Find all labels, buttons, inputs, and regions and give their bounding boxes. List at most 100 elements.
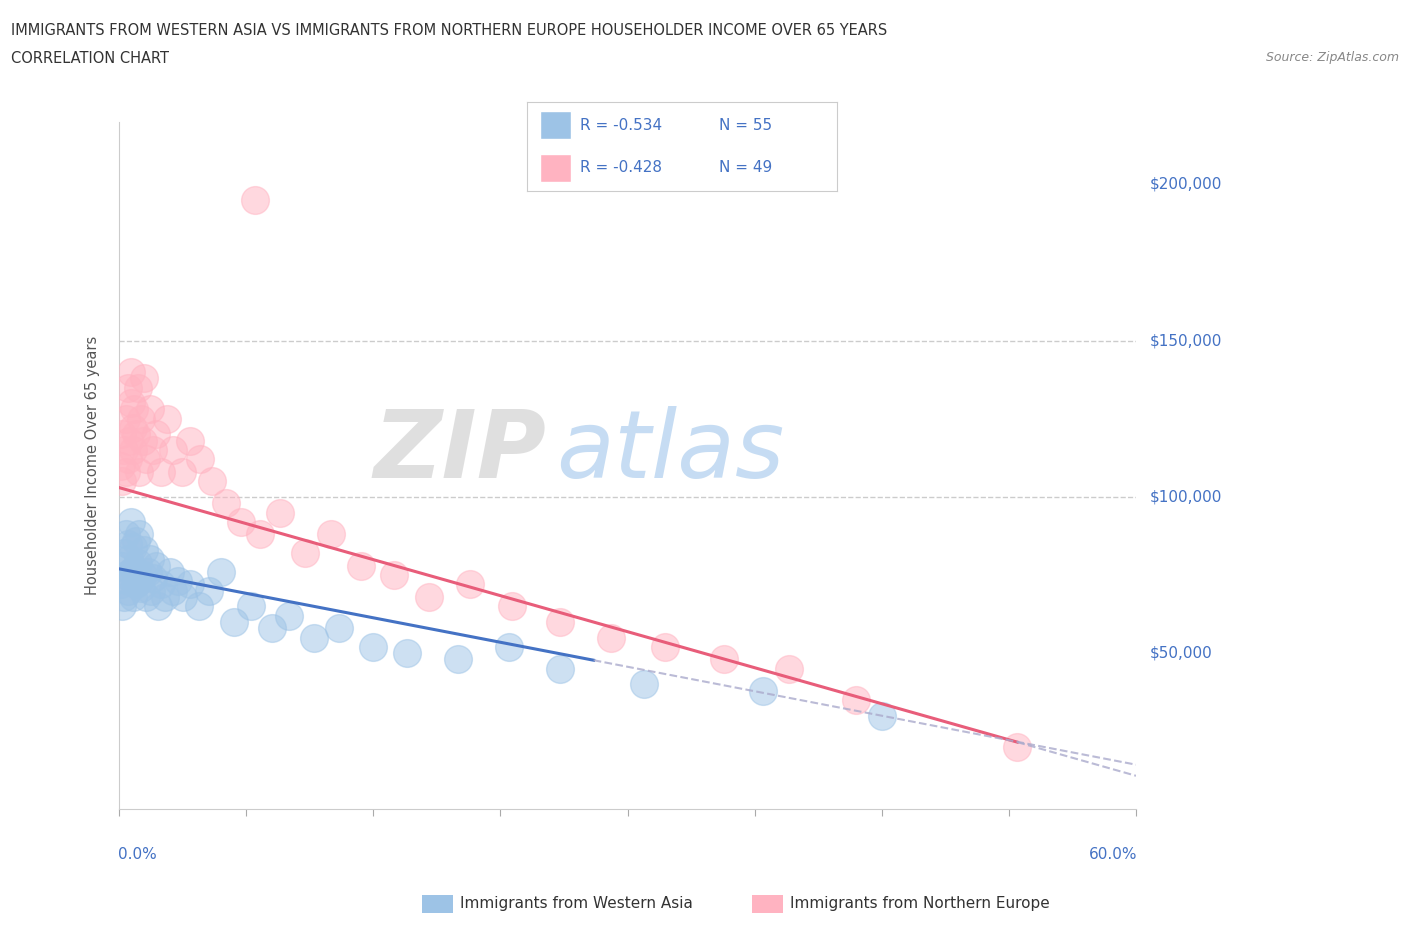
Point <box>117 537 139 551</box>
Text: $200,000: $200,000 <box>1150 177 1222 192</box>
Point <box>128 464 150 479</box>
Point <box>150 464 173 479</box>
Point <box>136 565 159 579</box>
Point <box>118 574 141 589</box>
Text: $50,000: $50,000 <box>1150 645 1212 660</box>
Point <box>117 380 139 395</box>
Point <box>142 571 165 586</box>
Point <box>112 590 135 604</box>
Point <box>111 427 134 442</box>
Text: CORRELATION CHART: CORRELATION CHART <box>11 51 169 66</box>
Point <box>118 552 141 567</box>
Text: atlas: atlas <box>557 406 785 498</box>
Y-axis label: Householder Income Over 65 years: Householder Income Over 65 years <box>86 336 100 595</box>
Point <box>132 567 155 582</box>
Point <box>120 565 142 579</box>
Point <box>418 590 440 604</box>
Point <box>110 577 132 591</box>
Point <box>382 567 405 582</box>
Point <box>121 590 143 604</box>
Point <box>294 546 316 561</box>
Point <box>654 640 676 655</box>
Point <box>145 558 167 573</box>
Point <box>111 599 134 614</box>
Point <box>870 709 893 724</box>
Point <box>599 631 621 645</box>
Text: N = 49: N = 49 <box>718 160 772 175</box>
Point <box>120 365 142 379</box>
Point <box>111 558 134 573</box>
Point <box>141 583 163 598</box>
Text: ZIP: ZIP <box>374 406 546 498</box>
Point <box>162 583 184 598</box>
Point <box>127 380 149 395</box>
Text: Source: ZipAtlas.com: Source: ZipAtlas.com <box>1265 51 1399 64</box>
Text: IMMIGRANTS FROM WESTERN ASIA VS IMMIGRANTS FROM NORTHERN EUROPE HOUSEHOLDER INCO: IMMIGRANTS FROM WESTERN ASIA VS IMMIGRAN… <box>11 23 887 38</box>
Point <box>302 631 325 645</box>
FancyBboxPatch shape <box>540 112 571 140</box>
Point <box>135 590 157 604</box>
Point <box>114 567 136 582</box>
Point <box>117 583 139 598</box>
Point <box>167 574 190 589</box>
Point <box>124 402 146 417</box>
Point <box>112 443 135 458</box>
Point <box>121 539 143 554</box>
Point <box>501 599 523 614</box>
Point <box>134 542 156 557</box>
Point <box>128 574 150 589</box>
Point <box>170 464 193 479</box>
Point <box>120 514 142 529</box>
Point <box>269 505 291 520</box>
Point <box>162 443 184 458</box>
Point <box>361 640 384 655</box>
Point <box>127 555 149 570</box>
Point <box>125 427 148 442</box>
Text: $100,000: $100,000 <box>1150 489 1222 504</box>
Point <box>125 577 148 591</box>
Point <box>187 599 209 614</box>
Point <box>548 615 571 630</box>
Point <box>845 693 868 708</box>
Point <box>215 496 238 511</box>
Point <box>713 652 735 667</box>
Point <box>447 652 470 667</box>
Point <box>224 615 246 630</box>
Point <box>229 514 252 529</box>
Point <box>498 640 520 655</box>
Point <box>125 533 148 548</box>
Point <box>172 590 194 604</box>
Point <box>110 458 132 473</box>
Point <box>350 558 373 573</box>
Point <box>129 580 152 595</box>
Point <box>155 411 177 426</box>
Point <box>752 684 775 698</box>
Point <box>458 577 481 591</box>
Point <box>150 577 173 591</box>
Point <box>114 527 136 542</box>
Point <box>179 433 201 448</box>
Text: R = -0.428: R = -0.428 <box>579 160 662 175</box>
Point <box>142 443 165 458</box>
Point <box>129 411 152 426</box>
Point <box>124 562 146 577</box>
Point <box>201 474 224 489</box>
Point <box>132 433 155 448</box>
Point <box>146 599 169 614</box>
Point <box>249 527 271 542</box>
Point <box>633 677 655 692</box>
Text: Immigrants from Western Asia: Immigrants from Western Asia <box>460 897 693 911</box>
Point <box>190 452 212 467</box>
Point <box>319 527 342 542</box>
Point <box>145 427 167 442</box>
Point <box>121 420 143 435</box>
Text: R = -0.534: R = -0.534 <box>579 118 662 133</box>
Point <box>179 577 201 591</box>
Point <box>128 527 150 542</box>
Point <box>277 608 299 623</box>
Text: 60.0%: 60.0% <box>1088 847 1137 862</box>
FancyBboxPatch shape <box>540 153 571 182</box>
Point <box>159 565 181 579</box>
Text: N = 55: N = 55 <box>718 118 772 133</box>
Point <box>1007 739 1029 754</box>
